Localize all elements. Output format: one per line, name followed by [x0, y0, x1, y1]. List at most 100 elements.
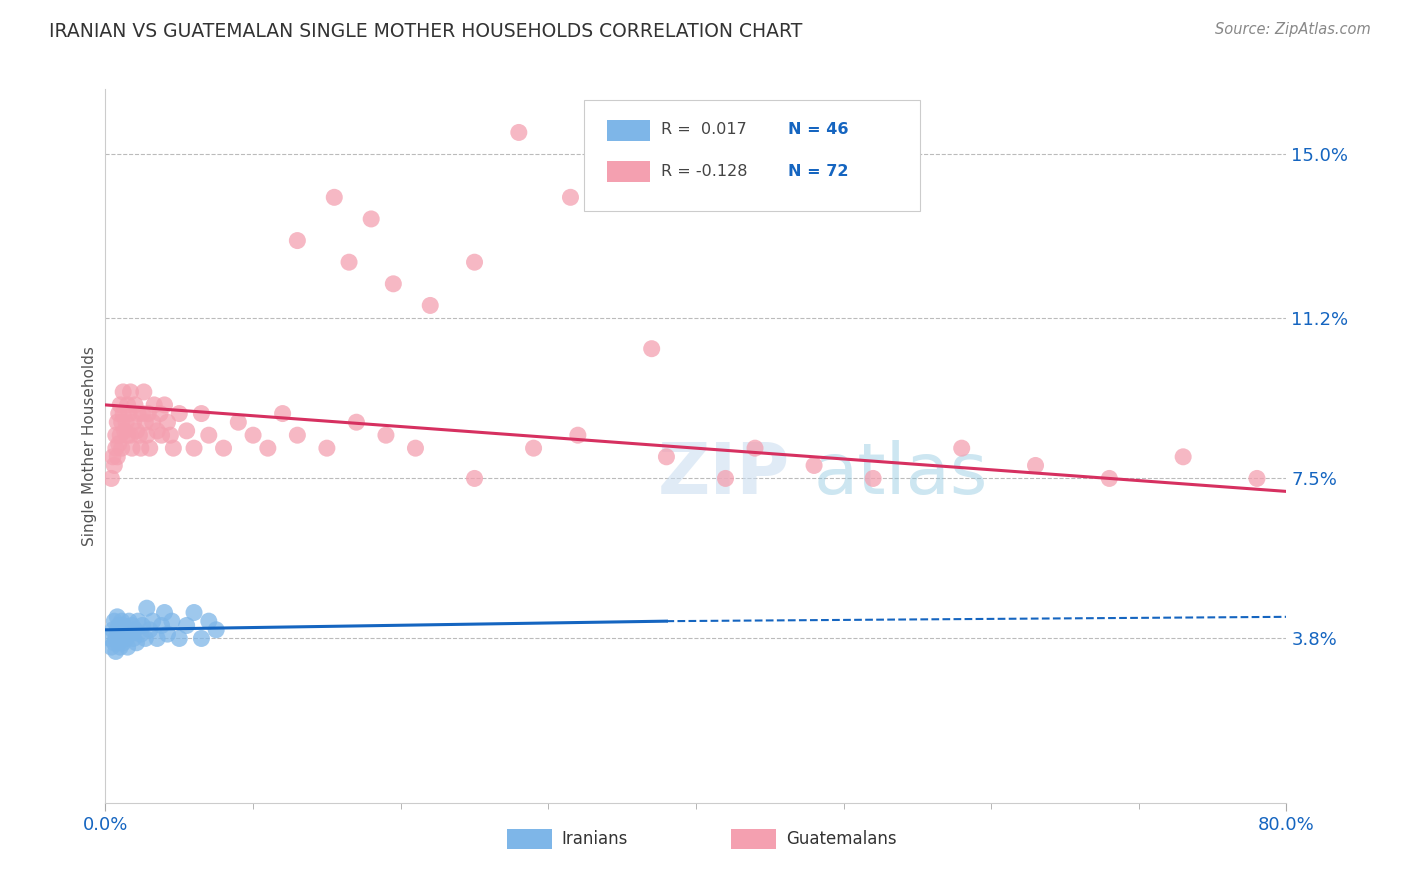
- Text: R = -0.128: R = -0.128: [661, 164, 747, 178]
- Point: [124, 623, 146, 637]
- Point: [190, 407, 212, 421]
- Point: [176, 424, 198, 438]
- Text: ZIP: ZIP: [658, 440, 790, 509]
- Point: [114, 627, 136, 641]
- Point: [197, 428, 219, 442]
- Point: [135, 428, 157, 442]
- Point: [129, 441, 152, 455]
- Point: [110, 632, 132, 646]
- Point: [112, 618, 135, 632]
- Point: [146, 424, 169, 438]
- Point: [112, 384, 135, 399]
- Point: [112, 407, 135, 421]
- Point: [127, 614, 149, 628]
- Point: [138, 441, 162, 455]
- Point: [142, 415, 165, 429]
- Point: [228, 415, 250, 429]
- Point: [120, 428, 142, 442]
- Text: N = 72: N = 72: [789, 164, 849, 178]
- Point: [169, 407, 191, 421]
- Text: N = 46: N = 46: [789, 122, 849, 137]
- Point: [803, 458, 825, 473]
- Point: [162, 441, 184, 455]
- Point: [98, 632, 121, 646]
- Point: [183, 606, 205, 620]
- Point: [111, 627, 134, 641]
- Point: [128, 428, 150, 442]
- Point: [523, 441, 546, 455]
- Point: [136, 407, 159, 421]
- Point: [159, 428, 181, 442]
- Point: [212, 441, 235, 455]
- Point: [114, 424, 136, 438]
- Point: [134, 632, 156, 646]
- Point: [110, 398, 132, 412]
- Point: [105, 450, 128, 464]
- Point: [132, 384, 155, 399]
- Text: R =  0.017: R = 0.017: [661, 122, 747, 137]
- Point: [120, 384, 142, 399]
- FancyBboxPatch shape: [508, 830, 553, 849]
- Text: atlas: atlas: [814, 440, 988, 509]
- Point: [149, 407, 172, 421]
- Point: [115, 415, 138, 429]
- Point: [107, 636, 129, 650]
- Point: [150, 428, 173, 442]
- Point: [142, 614, 165, 628]
- Point: [124, 398, 146, 412]
- Point: [1098, 471, 1121, 485]
- Point: [323, 190, 346, 204]
- Point: [125, 636, 148, 650]
- Point: [111, 415, 134, 429]
- Point: [104, 632, 127, 646]
- Point: [150, 618, 173, 632]
- Point: [862, 471, 884, 485]
- Point: [153, 606, 176, 620]
- Point: [103, 614, 125, 628]
- Point: [346, 415, 368, 429]
- Point: [100, 471, 122, 485]
- Point: [360, 211, 382, 226]
- Point: [146, 632, 169, 646]
- Point: [107, 618, 129, 632]
- Point: [641, 342, 664, 356]
- Point: [287, 234, 309, 248]
- FancyBboxPatch shape: [583, 100, 921, 211]
- Point: [153, 398, 176, 412]
- Point: [1024, 458, 1046, 473]
- Point: [104, 441, 127, 455]
- Point: [567, 428, 589, 442]
- Point: [122, 415, 145, 429]
- Point: [143, 398, 166, 412]
- Point: [135, 601, 157, 615]
- Point: [110, 623, 132, 637]
- Point: [176, 618, 198, 632]
- Point: [464, 471, 486, 485]
- Point: [156, 415, 179, 429]
- Point: [464, 255, 486, 269]
- Point: [138, 623, 162, 637]
- Point: [118, 614, 141, 628]
- Point: [127, 407, 149, 421]
- Point: [117, 640, 139, 654]
- Point: [105, 415, 128, 429]
- FancyBboxPatch shape: [607, 120, 650, 141]
- Point: [205, 623, 228, 637]
- FancyBboxPatch shape: [607, 161, 650, 182]
- Point: [117, 428, 139, 442]
- Point: [121, 618, 143, 632]
- Point: [115, 632, 138, 646]
- Point: [111, 441, 134, 455]
- Point: [121, 441, 143, 455]
- Point: [110, 428, 132, 442]
- Point: [714, 471, 737, 485]
- Point: [169, 632, 191, 646]
- Point: [374, 428, 398, 442]
- Point: [131, 407, 153, 421]
- Text: Guatemalans: Guatemalans: [786, 830, 897, 848]
- Point: [129, 627, 152, 641]
- Point: [104, 428, 127, 442]
- Point: [107, 437, 129, 451]
- Point: [125, 424, 148, 438]
- Point: [105, 623, 128, 637]
